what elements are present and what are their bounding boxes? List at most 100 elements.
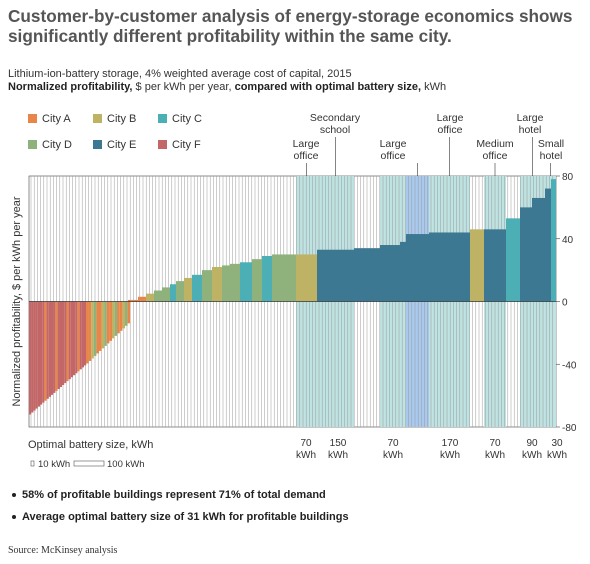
bar	[119, 301, 123, 331]
highlight-label: Medium office	[476, 138, 514, 162]
legend-swatch	[93, 114, 102, 123]
bar	[44, 301, 47, 401]
width-legend-label: 100 kWh	[107, 459, 145, 470]
bar	[117, 301, 120, 334]
bar	[106, 301, 110, 344]
bar	[48, 301, 51, 397]
bullet-dot	[12, 515, 16, 520]
bar	[506, 218, 520, 302]
legend-label: City E	[107, 139, 136, 151]
bar	[96, 301, 99, 354]
bar	[40, 301, 43, 405]
bar	[380, 245, 400, 302]
legend-swatch	[158, 140, 167, 149]
bar	[520, 207, 532, 302]
bar	[37, 301, 40, 407]
bullet-1-text: 58% of profitable buildings represent 71…	[22, 489, 326, 501]
bar	[66, 301, 69, 382]
bar	[202, 270, 212, 302]
y-tick-label: 40	[562, 235, 574, 246]
size-label: 150 kWh	[328, 438, 348, 461]
size-label: 170 kWh	[440, 438, 460, 461]
bar	[296, 254, 317, 302]
chart-subtitle: Lithium-ion-battery storage, 4% weighted…	[8, 68, 352, 80]
y-tick-label: -40	[562, 360, 577, 371]
width-legend-swatch-large	[73, 460, 105, 467]
legend-label: City C	[172, 113, 202, 125]
bar	[42, 301, 45, 403]
size-label: 90 kWh	[522, 438, 542, 461]
size-label: 30 kWh	[547, 438, 567, 461]
bullet-dot	[12, 493, 16, 498]
bar	[176, 281, 184, 302]
y-tick-label: 0	[562, 298, 568, 309]
bar	[91, 301, 94, 359]
bar	[122, 301, 125, 329]
bar	[317, 249, 354, 302]
size-label: 70 kWh	[485, 438, 505, 461]
bar	[429, 232, 470, 302]
legend-label: City F	[172, 139, 201, 151]
bar	[240, 262, 252, 302]
bar	[68, 301, 71, 380]
bar	[112, 301, 115, 339]
width-legend-label: 10 kWh	[38, 459, 70, 470]
bar	[262, 256, 272, 302]
bar	[35, 301, 38, 409]
subtitle-end: kWh	[421, 81, 447, 93]
bar	[154, 290, 162, 302]
y-axis-label: Normalized profitability, $ per kWh per …	[11, 196, 23, 406]
bar	[184, 277, 192, 302]
bullet-2-text: Average optimal battery size of 31 kWh f…	[22, 511, 349, 523]
bar	[138, 296, 146, 302]
bar	[127, 301, 131, 324]
bar	[75, 301, 78, 374]
legend-swatch	[28, 114, 37, 123]
y-tick-label: -80	[562, 423, 577, 434]
bar	[70, 301, 73, 378]
bar	[532, 197, 545, 302]
bar	[545, 188, 551, 302]
y-tick-label: 80	[562, 172, 574, 183]
bar	[101, 301, 105, 349]
bar	[212, 266, 222, 302]
legend-label: City A	[42, 113, 71, 125]
subtitle-bold-a: Normalized profitability,	[8, 81, 133, 93]
bar	[114, 301, 118, 336]
bar	[146, 293, 154, 302]
bar	[51, 301, 54, 395]
bar	[62, 301, 65, 386]
bar	[93, 301, 97, 356]
bar	[53, 301, 56, 393]
bullet-1: 58% of profitable buildings represent 71…	[12, 489, 326, 501]
chart-subtitle-2: Normalized profitability, $ per kWh per …	[8, 81, 446, 93]
bar	[222, 265, 230, 302]
bar	[88, 301, 92, 361]
profitability-chart: City A City B City C City D City E City F 80 40…	[11, 112, 577, 470]
bar	[104, 301, 107, 346]
legend-label: City D	[42, 139, 72, 151]
size-label: 70 kWh	[383, 438, 403, 461]
highlight-label: Large office	[437, 112, 464, 136]
bar	[162, 287, 170, 302]
bar	[79, 301, 82, 370]
bar	[272, 254, 296, 302]
x-axis-label: Optimal battery size, kWh	[28, 439, 153, 451]
bar	[81, 301, 84, 368]
bar	[46, 301, 49, 399]
highlight-label: Large office	[380, 138, 407, 162]
bar	[230, 263, 240, 302]
legend-swatch	[93, 140, 102, 149]
source-note: Source: McKinsey analysis	[8, 545, 118, 556]
bar	[406, 234, 429, 302]
highlight-label: Secondary school	[310, 112, 361, 136]
bar	[551, 179, 556, 302]
bar	[192, 274, 202, 302]
highlight-label: Large office	[293, 138, 320, 162]
bar	[484, 229, 506, 302]
bar	[125, 301, 128, 326]
bullet-2: Average optimal battery size of 31 kWh f…	[12, 511, 349, 523]
subtitle-bold-b: compared with optimal battery size,	[234, 81, 422, 93]
bar	[31, 301, 34, 413]
bar	[55, 301, 58, 391]
